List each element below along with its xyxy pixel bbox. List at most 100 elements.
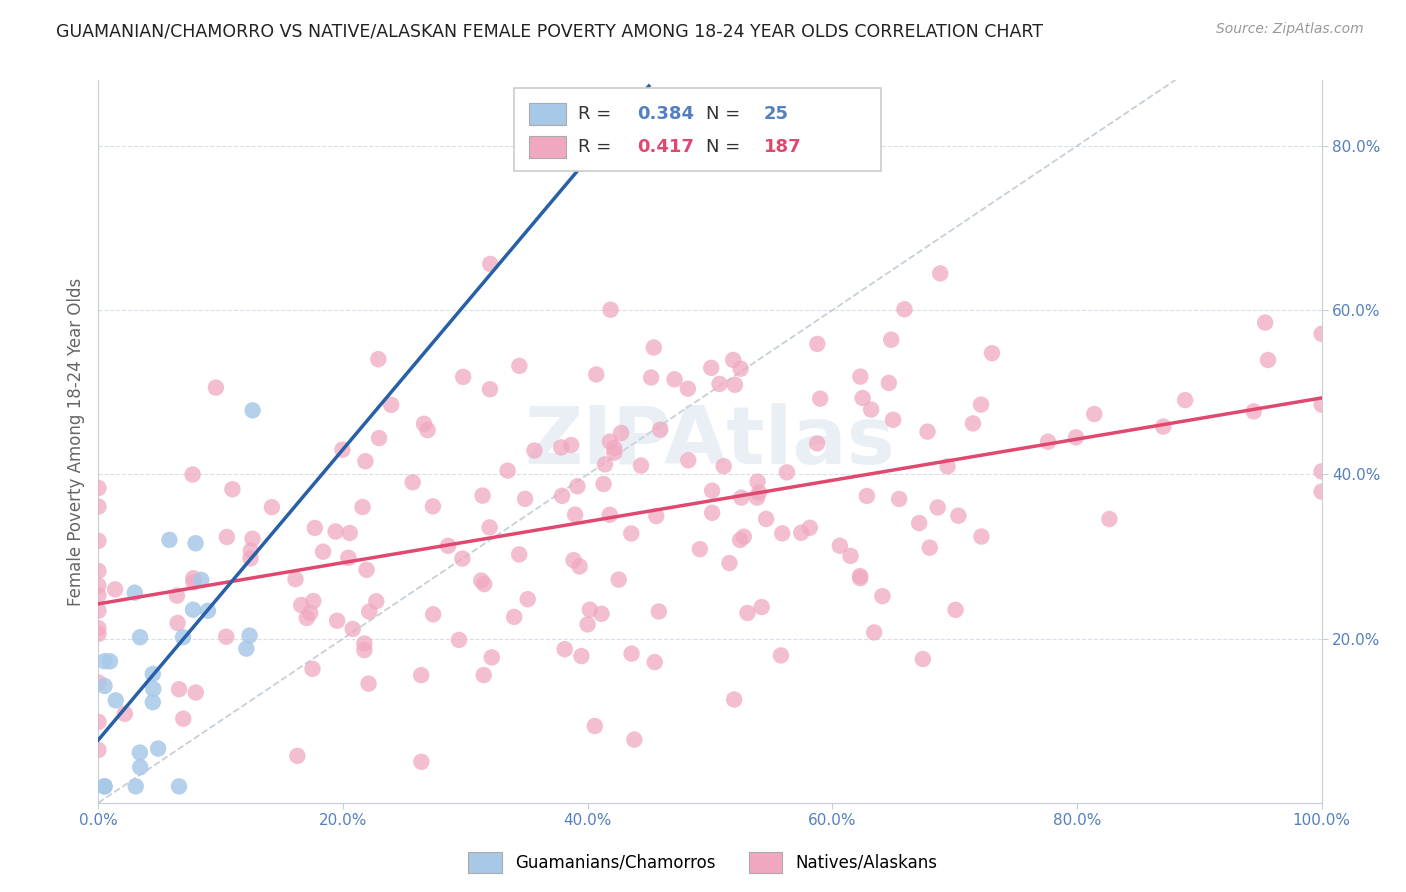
Text: R =: R = xyxy=(578,138,617,156)
Point xyxy=(184,685,207,699)
Point xyxy=(713,459,735,474)
Point xyxy=(776,466,799,480)
Point xyxy=(516,592,538,607)
Point xyxy=(560,438,582,452)
Point xyxy=(496,464,519,478)
Point xyxy=(554,642,576,657)
Point xyxy=(479,257,502,271)
Point xyxy=(623,732,645,747)
Point xyxy=(583,719,606,733)
Point xyxy=(664,372,686,386)
Legend: Guamanians/Chamorros, Natives/Alaskans: Guamanians/Chamorros, Natives/Alaskans xyxy=(461,846,945,880)
Text: 187: 187 xyxy=(763,138,801,156)
Point xyxy=(730,491,752,505)
Point xyxy=(356,563,378,577)
Point xyxy=(644,655,666,669)
Point xyxy=(478,520,501,534)
Point xyxy=(1254,316,1277,330)
Point xyxy=(700,506,723,520)
Point xyxy=(970,398,993,412)
Point xyxy=(157,533,180,547)
Point xyxy=(513,491,536,506)
Point xyxy=(87,604,110,618)
Point xyxy=(242,532,264,546)
Point xyxy=(339,525,361,540)
Point xyxy=(769,648,792,663)
Point xyxy=(342,622,364,636)
Point xyxy=(849,571,872,585)
FancyBboxPatch shape xyxy=(515,87,882,170)
Point xyxy=(380,398,402,412)
Point xyxy=(93,780,115,794)
Point xyxy=(551,489,574,503)
Point xyxy=(260,500,283,515)
Point xyxy=(416,423,439,437)
Point xyxy=(368,431,391,445)
Point xyxy=(172,712,194,726)
Text: R =: R = xyxy=(578,105,617,123)
Text: N =: N = xyxy=(706,105,747,123)
Point xyxy=(478,382,501,396)
Point xyxy=(591,607,613,621)
Point xyxy=(747,475,769,489)
Point xyxy=(471,489,494,503)
Point xyxy=(863,625,886,640)
Point xyxy=(353,643,375,657)
Point xyxy=(790,525,813,540)
Point xyxy=(721,352,744,367)
Point xyxy=(451,551,474,566)
Point xyxy=(114,706,136,721)
Point xyxy=(908,516,931,530)
Point xyxy=(359,605,381,619)
Point xyxy=(215,630,238,644)
Point xyxy=(1257,353,1279,368)
Point xyxy=(872,589,894,603)
Point xyxy=(472,668,495,682)
Point xyxy=(312,544,335,558)
Point xyxy=(326,614,349,628)
Point xyxy=(745,491,768,505)
Point xyxy=(593,458,616,472)
Point xyxy=(411,755,433,769)
FancyBboxPatch shape xyxy=(529,103,565,125)
Point xyxy=(648,604,671,618)
Y-axis label: Female Poverty Among 18-24 Year Olds: Female Poverty Among 18-24 Year Olds xyxy=(66,277,84,606)
Point xyxy=(730,361,752,376)
Point xyxy=(142,681,165,696)
Point xyxy=(678,453,700,467)
Text: Source: ZipAtlas.com: Source: ZipAtlas.com xyxy=(1216,22,1364,37)
Point xyxy=(620,647,643,661)
Point xyxy=(422,500,444,514)
Point xyxy=(197,604,219,618)
Point xyxy=(568,559,591,574)
Point xyxy=(893,302,915,317)
Point xyxy=(962,417,984,431)
Point xyxy=(337,550,360,565)
Point xyxy=(1064,430,1087,444)
Point xyxy=(87,588,110,602)
Point xyxy=(104,582,127,597)
Point xyxy=(755,512,778,526)
Point xyxy=(354,454,377,468)
Point xyxy=(332,442,354,457)
Point xyxy=(1310,398,1333,412)
Point xyxy=(87,621,110,635)
Point xyxy=(1098,512,1121,526)
Point xyxy=(87,564,110,578)
Text: N =: N = xyxy=(706,138,747,156)
Point xyxy=(650,423,672,437)
Point xyxy=(325,524,347,539)
Point xyxy=(806,337,828,351)
Point xyxy=(422,607,444,622)
Point xyxy=(104,693,127,707)
Point xyxy=(880,333,903,347)
Point xyxy=(640,370,662,384)
Point xyxy=(129,760,152,774)
Point xyxy=(709,376,731,391)
Point xyxy=(87,627,110,641)
Point xyxy=(98,654,121,668)
Point xyxy=(357,676,380,690)
Point xyxy=(1310,326,1333,341)
Point xyxy=(839,549,862,563)
Point xyxy=(1152,419,1174,434)
